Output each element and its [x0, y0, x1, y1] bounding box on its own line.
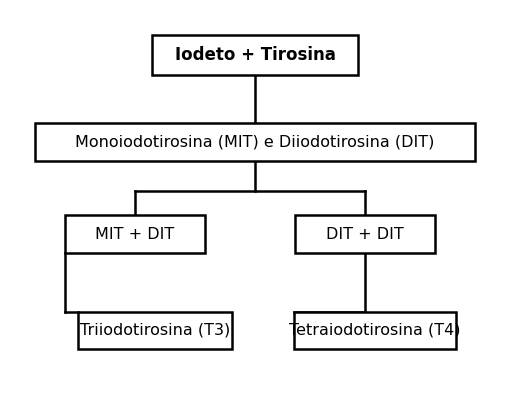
- FancyBboxPatch shape: [295, 215, 434, 253]
- FancyBboxPatch shape: [294, 312, 455, 349]
- FancyBboxPatch shape: [152, 35, 357, 75]
- FancyBboxPatch shape: [65, 215, 205, 253]
- Text: Tetraiodotirosina (T4): Tetraiodotirosina (T4): [289, 323, 460, 338]
- FancyBboxPatch shape: [77, 312, 231, 349]
- Text: Iodeto + Tirosina: Iodeto + Tirosina: [174, 46, 335, 64]
- FancyBboxPatch shape: [35, 123, 474, 161]
- Text: DIT + DIT: DIT + DIT: [326, 227, 403, 242]
- Text: Triiodotirosina (T3): Triiodotirosina (T3): [79, 323, 230, 338]
- Text: MIT + DIT: MIT + DIT: [95, 227, 174, 242]
- Text: Monoiodotirosina (MIT) e Diiodotirosina (DIT): Monoiodotirosina (MIT) e Diiodotirosina …: [75, 134, 434, 149]
